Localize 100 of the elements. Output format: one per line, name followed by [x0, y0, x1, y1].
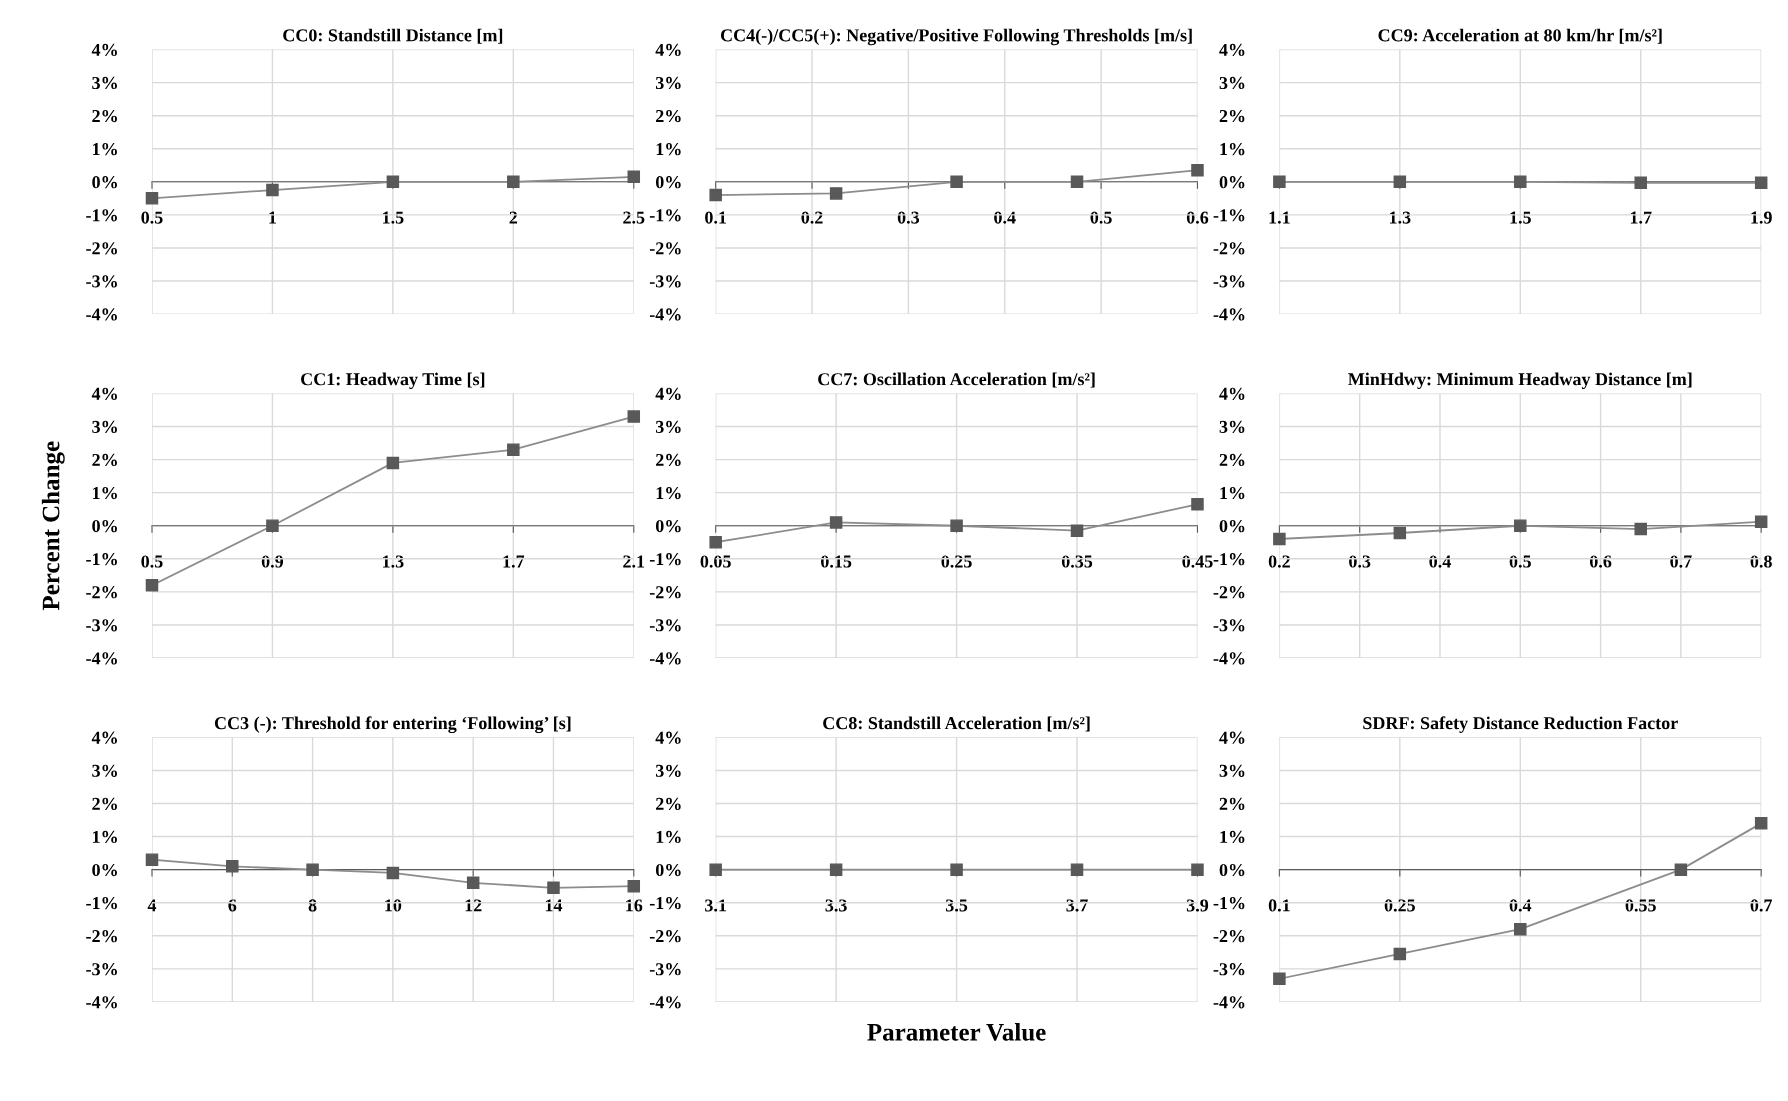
y-tick-label: 2% — [656, 797, 681, 810]
point — [627, 410, 641, 423]
y-tick-label: -2% — [649, 586, 681, 599]
y-tick-label: 4% — [91, 387, 117, 400]
y-tick-label: 1% — [93, 486, 117, 500]
y-tick-label: -1% — [86, 553, 117, 566]
x-tick-label: 1.3 — [1390, 211, 1411, 224]
y-tick-label: 4% — [1219, 731, 1245, 744]
x-tick-label: 1 — [269, 211, 277, 224]
point — [1514, 922, 1527, 936]
y-tick-label: -1% — [1213, 896, 1245, 910]
point — [386, 456, 400, 470]
y-tick-label: 4% — [91, 731, 117, 744]
y-tick-label: 1% — [1220, 143, 1245, 156]
x-tick-label: 0.1 — [705, 211, 727, 224]
chart-title: CC7: Oscillation Acceleration [m/s²] — [818, 372, 1095, 388]
y-tick-label: -4% — [649, 652, 681, 665]
x-tick-label: 1.1 — [1269, 211, 1290, 224]
y-tick-label: -2% — [649, 242, 681, 255]
y-tick-label: 2% — [92, 453, 117, 467]
y-tick-label: 1% — [1220, 830, 1245, 844]
x-tick-label: 3.9 — [1186, 899, 1209, 912]
y-tick-label: 0% — [655, 176, 681, 189]
point — [1070, 175, 1084, 189]
y-tick-label: -2% — [86, 930, 117, 943]
y-tick-label: 3% — [655, 76, 681, 90]
y-tick-label: 3% — [1219, 764, 1245, 777]
point — [145, 192, 159, 205]
point — [829, 187, 843, 200]
x-tick-label: 2 — [509, 211, 518, 224]
y-tick-label: 2% — [1219, 453, 1245, 467]
y-tick-label: -3% — [649, 275, 681, 288]
chart-title: CC8: Standstill Acceleration [m/s²] — [823, 716, 1090, 732]
y-tick-label: -1% — [86, 896, 117, 910]
x-tick-label: 0.55 — [1625, 899, 1656, 912]
point — [1273, 972, 1286, 986]
y-tick-label: 0% — [92, 176, 117, 189]
point — [145, 578, 159, 592]
y-tick-label: 2% — [92, 109, 117, 123]
x-tick-label: 2.5 — [623, 211, 645, 224]
y-tick-label: 3% — [1219, 420, 1245, 434]
y-tick-label: -3% — [1213, 963, 1245, 976]
y-tick-label: -2% — [649, 930, 681, 943]
y-tick-label: 3% — [92, 420, 117, 434]
y-tick-label: -2% — [86, 242, 117, 255]
point — [1514, 519, 1527, 532]
x-tick-label: 0.2 — [801, 211, 823, 224]
y-tick-label: 0% — [1219, 176, 1245, 189]
point — [709, 536, 722, 549]
y-tick-label: 0% — [92, 863, 117, 877]
point — [950, 175, 963, 189]
y-tick-label: 1% — [656, 143, 681, 156]
point — [466, 876, 480, 890]
y-tick-label: -1% — [649, 896, 681, 910]
y-tick-label: -2% — [1213, 586, 1245, 599]
point — [386, 866, 400, 880]
x-tick-label: 3.5 — [945, 899, 968, 912]
x-tick-label: 0.8 — [1750, 555, 1772, 568]
y-tick-label: -1% — [1213, 209, 1245, 222]
x-axis-title: Parameter Value — [867, 1023, 1046, 1041]
y-tick-label: 0% — [92, 519, 117, 533]
point — [1674, 863, 1688, 876]
y-tick-label: -3% — [86, 963, 117, 976]
y-tick-label: -3% — [86, 275, 117, 288]
y-tick-label: -4% — [1213, 308, 1245, 321]
x-tick-label: 1.5 — [1510, 211, 1531, 224]
y-tick-label: -3% — [1213, 619, 1245, 632]
y-tick-label: 4% — [1219, 387, 1245, 400]
point — [1070, 524, 1084, 537]
point — [1393, 947, 1407, 961]
y-tick-label: 4% — [655, 387, 681, 400]
point — [1634, 522, 1647, 536]
y-tick-label: 3% — [655, 420, 681, 434]
point — [627, 879, 641, 893]
y-tick-label: -1% — [649, 209, 681, 222]
y-tick-label: 0% — [1219, 863, 1245, 877]
y-tick-label: 2% — [1219, 109, 1245, 123]
y-tick-label: -3% — [649, 619, 681, 632]
x-tick-label: 16 — [626, 899, 643, 912]
chart-title: CC9: Acceleration at 80 km/hr [m/s²] — [1378, 28, 1662, 44]
x-tick-label: 3.1 — [705, 899, 727, 912]
chart-title: CC1: Headway Time [s] — [301, 372, 485, 390]
y-tick-label: 4% — [655, 731, 681, 744]
point — [1191, 497, 1204, 511]
chart-title: CC0: Standstill Distance [m] — [283, 28, 503, 44]
y-tick-label: 1% — [656, 486, 681, 500]
y-tick-label: 3% — [92, 76, 117, 90]
y-tick-label: 3% — [92, 764, 117, 777]
x-tick-label: 0.1 — [1268, 899, 1290, 912]
y-tick-label: 2% — [92, 797, 117, 810]
x-tick-label: 1.7 — [1630, 211, 1652, 224]
y-tick-label: 0% — [655, 519, 681, 533]
y-tick-label: 1% — [1220, 486, 1245, 500]
point — [1273, 532, 1286, 546]
y-tick-label: -2% — [86, 586, 117, 599]
x-tick-label: 2.1 — [623, 555, 645, 568]
y-tick-label: -3% — [86, 619, 117, 632]
y-tick-label: 1% — [656, 830, 681, 844]
x-tick-label: 0.2 — [1268, 555, 1290, 568]
y-tick-label: -4% — [1213, 652, 1245, 665]
